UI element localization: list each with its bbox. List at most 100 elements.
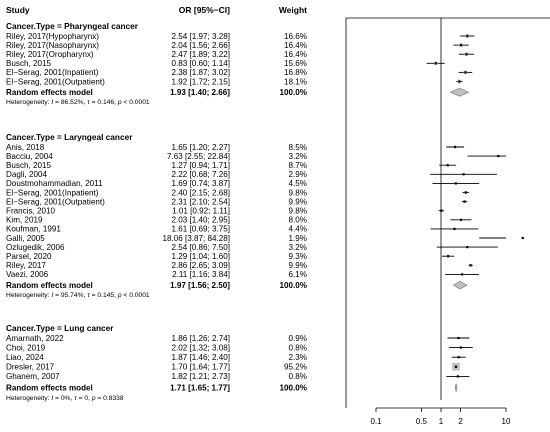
point-estimate [457, 356, 460, 359]
het-i2-symbol: I [51, 99, 53, 106]
study-label: Amarnath, 2022 [6, 334, 64, 343]
weight-label: 16.8% [284, 68, 307, 77]
x-tick-label: 10 [502, 417, 511, 426]
study-label: Ozlugedik, 2006 [6, 243, 65, 252]
or-ci-label: 2.54 [0.86; 7.50] [171, 243, 230, 252]
study-label: Riley, 2017(Oropharynx) [6, 50, 94, 59]
study-label: Busch, 2015 [6, 161, 51, 170]
or-ci-label: 1.27 [0.94; 1.71] [171, 161, 230, 170]
pooled-diamond [449, 87, 470, 97]
or-ci-label: 18.06 [3.87; 84.28] [162, 234, 230, 243]
point-estimate [462, 173, 465, 176]
or-ci-label: 1.69 [0.74; 3.87] [171, 179, 230, 188]
het-p-symbol: p [117, 292, 122, 299]
x-tick-label: 1 [439, 417, 444, 426]
study-label: Doustmohammadian, 2011 [6, 179, 103, 188]
study-label: Riley, 2017(Hypopharynx) [6, 32, 99, 41]
weight-label: 3.2% [289, 152, 307, 161]
pooled-label: Random effects model [6, 383, 93, 392]
or-ci-label: 1.82 [1.21; 2.73] [171, 372, 230, 381]
or-ci-label: 2.03 [1.40; 2.95] [171, 216, 230, 225]
study-label: Ghanem, 2007 [6, 372, 60, 381]
or-ci-label: 1.65 [1.20; 2.27] [171, 143, 230, 152]
or-ci-label: 2.04 [1.56; 2.66] [171, 41, 230, 50]
or-ci-label: 2.54 [1.97; 3.28] [171, 32, 230, 41]
weight-label: 8.7% [289, 161, 307, 170]
point-estimate [454, 365, 458, 368]
het-tau-symbol: τ [87, 292, 90, 299]
group-title: Cancer.Type = Lung cancer [6, 323, 114, 333]
weight-label: 0.8% [289, 343, 307, 352]
het-tau-value: = 0.146, [90, 99, 118, 106]
point-estimate [460, 44, 463, 47]
pooled-or-ci: 1.97 [1.56; 2.50] [170, 281, 230, 290]
het-i2-value: = 86.52%, [53, 99, 87, 106]
point-estimate [459, 218, 463, 221]
het-i2-value: = 0%, [53, 395, 74, 402]
het-i2-symbol: I [51, 292, 53, 299]
pooled-weight: 100.0% [280, 88, 307, 97]
het-tau-value: = 0.145, [90, 292, 118, 299]
study-label: Dagli, 2004 [6, 170, 47, 179]
weight-label: 6.1% [289, 270, 307, 279]
study-label: Bacciu, 2004 [6, 152, 53, 161]
study-label: El−Serag, 2001(Outpatient) [6, 197, 105, 206]
point-estimate [434, 62, 437, 65]
het-prefix: Heterogeneity: [6, 99, 51, 106]
point-estimate [457, 336, 460, 340]
weight-label: 2.3% [289, 353, 307, 362]
het-p-value: = 0.8338 [96, 395, 124, 402]
x-axis: 0.1 0.5 1 2 10 [370, 407, 511, 426]
text-layer: Study OR [95%−CI] Weight Cancer.Type = P… [6, 5, 307, 402]
point-estimate [460, 273, 464, 276]
het-p-symbol: p [117, 99, 122, 106]
point-estimate [466, 34, 469, 38]
or-ci-label: 1.86 [1.26; 2.74] [171, 334, 230, 343]
study-label: Riley, 2017(Nasopharynx) [6, 41, 99, 50]
weight-label: 16.4% [284, 41, 307, 50]
pooled-or-ci: 1.93 [1.40; 2.66] [170, 88, 230, 97]
plot-area [345, 17, 550, 408]
or-ci-label: 1.70 [1.64; 1.77] [171, 363, 230, 372]
study-label: Vaezi, 2006 [6, 270, 49, 279]
pooled-diamond [452, 280, 468, 290]
study-label: El−Serag, 2001(Outpatient) [6, 77, 105, 86]
point-estimate [469, 264, 472, 267]
het-p-value: < 0.0001 [122, 99, 150, 106]
weight-label: 2.9% [289, 170, 307, 179]
header-or-ci: OR [95%−CI] [179, 5, 230, 15]
pooled-weight: 100.0% [280, 383, 307, 392]
weight-label: 9.9% [289, 197, 307, 206]
study-label: Liao, 2024 [6, 353, 44, 362]
point-estimate [453, 227, 456, 230]
weight-label: 16.4% [284, 50, 307, 59]
point-estimate [464, 71, 467, 74]
or-ci-label: 1.29 [1.04; 1.60] [171, 252, 230, 261]
weight-label: 9.9% [289, 261, 307, 270]
point-estimate [463, 200, 466, 203]
or-ci-label: 2.11 [1.16; 3.84] [172, 270, 230, 279]
or-ci-label: 1.61 [0.69; 3.75] [171, 225, 230, 234]
group-title: Cancer.Type = Pharyngeal cancer [6, 21, 139, 31]
x-tick-label: 0.1 [370, 417, 382, 426]
weight-label: 3.2% [289, 243, 307, 252]
het-tau-value: = 0, [77, 395, 92, 402]
study-label: El−Serag, 2001(Inpatient) [6, 188, 99, 197]
study-label: Choi, 2019 [6, 343, 46, 352]
weight-label: 4.4% [289, 225, 307, 234]
or-ci-label: 0.83 [0.60; 1.14] [171, 59, 230, 68]
het-p-symbol: p [91, 395, 96, 402]
x-tick-label: 2 [458, 417, 463, 426]
pooled-or-ci: 1.71 [1.65; 1.77] [170, 383, 230, 392]
point-estimate [497, 155, 500, 158]
header-weight: Weight [279, 5, 307, 15]
or-ci-label: 2.31 [2.10; 2.54] [171, 197, 230, 206]
or-ci-label: 2.02 [1.32; 3.08] [171, 343, 230, 352]
het-i2-value: = 95.74%, [53, 292, 87, 299]
group-title: Cancer.Type = Laryngeal cancer [6, 132, 133, 142]
weight-label: 9.8% [289, 207, 307, 216]
study-label: Galli, 2005 [6, 234, 45, 243]
study-label: Francis, 2010 [6, 207, 56, 216]
study-label: El−Serag, 2001(Inpatient) [6, 68, 99, 77]
